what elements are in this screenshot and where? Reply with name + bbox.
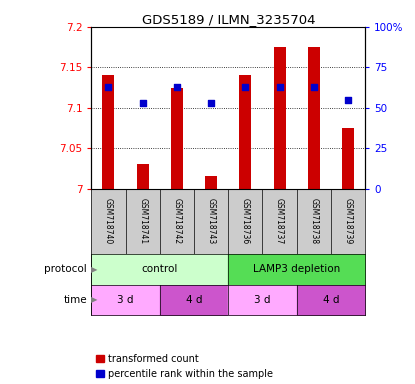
Bar: [273, 47, 286, 189]
Text: 3 d: 3 d: [117, 295, 134, 305]
Text: LAMP3 depletion: LAMP3 depletion: [253, 265, 340, 275]
Text: 4 d: 4 d: [186, 295, 202, 305]
Text: GSM718740: GSM718740: [104, 198, 113, 245]
Text: GSM718743: GSM718743: [207, 198, 216, 245]
Text: 4 d: 4 d: [323, 295, 339, 305]
Bar: [137, 164, 149, 189]
Text: GSM718738: GSM718738: [309, 199, 318, 245]
Point: [105, 84, 112, 90]
Bar: [205, 176, 217, 189]
Text: GSM718741: GSM718741: [138, 199, 147, 245]
Text: control: control: [142, 265, 178, 275]
Point: [276, 84, 283, 90]
Bar: [239, 75, 251, 189]
Point: [242, 84, 249, 90]
Bar: [103, 75, 115, 189]
Point: [139, 100, 146, 106]
Text: protocol: protocol: [44, 265, 87, 275]
Text: ▶: ▶: [90, 295, 97, 304]
Point: [310, 84, 317, 90]
Text: ▶: ▶: [90, 265, 97, 274]
Text: GSM718737: GSM718737: [275, 198, 284, 245]
Text: GSM718736: GSM718736: [241, 198, 250, 245]
Text: GSM718742: GSM718742: [172, 199, 181, 245]
Text: time: time: [63, 295, 87, 305]
Bar: [171, 88, 183, 189]
Point: [173, 84, 180, 90]
Bar: [342, 128, 354, 189]
Text: 3 d: 3 d: [254, 295, 271, 305]
Point: [208, 100, 215, 106]
Text: GSM718739: GSM718739: [344, 198, 353, 245]
Legend: transformed count, percentile rank within the sample: transformed count, percentile rank withi…: [96, 354, 273, 379]
Title: GDS5189 / ILMN_3235704: GDS5189 / ILMN_3235704: [142, 13, 315, 26]
Bar: [308, 47, 320, 189]
Point: [345, 96, 352, 103]
